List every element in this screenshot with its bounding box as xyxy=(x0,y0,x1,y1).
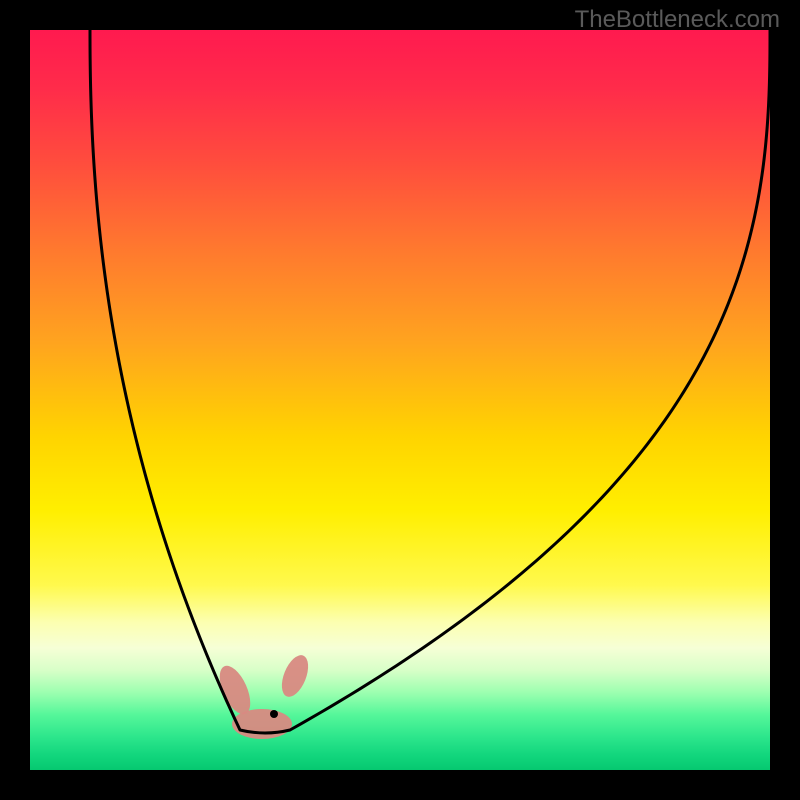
curve-layer xyxy=(30,30,770,770)
valley-marker-dot xyxy=(270,710,278,718)
valley-marker-lobe xyxy=(232,709,292,739)
valley-marker-lobe xyxy=(277,651,314,700)
chart-stage: TheBottleneck.com xyxy=(0,0,800,800)
plot-area xyxy=(30,30,770,770)
bottleneck-curve xyxy=(90,30,770,733)
valley-marker-lobe xyxy=(213,661,256,718)
watermark-text: TheBottleneck.com xyxy=(575,6,780,34)
